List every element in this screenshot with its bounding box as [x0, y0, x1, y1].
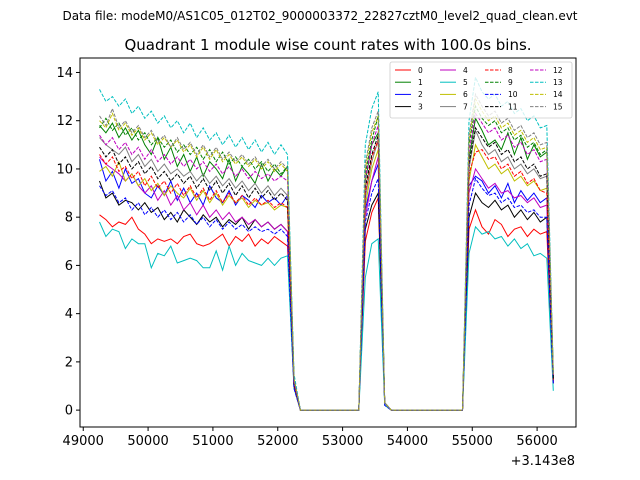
legend-label: 8: [508, 66, 513, 75]
x-offset-label: +3.143e8: [511, 454, 575, 469]
x-tick-label: 56000: [516, 434, 557, 449]
legend-box: [389, 61, 573, 119]
series-line-1: [99, 116, 554, 411]
legend-label: 4: [463, 66, 468, 75]
y-tick-label: 8: [65, 211, 73, 226]
x-tick-label: 49000: [63, 434, 104, 449]
legend-label: 15: [553, 102, 563, 111]
series-line-9: [99, 104, 554, 411]
legend-label: 6: [463, 90, 468, 99]
series-line-7: [99, 128, 554, 411]
x-tick-label: 54000: [387, 434, 428, 449]
y-tick-label: 0: [65, 404, 73, 419]
legend-label: 0: [418, 66, 423, 75]
legend-label: 5: [463, 78, 468, 87]
y-tick-label: 10: [56, 162, 73, 177]
x-tick-label: 55000: [452, 434, 493, 449]
suptitle: Data file: modeM0/AS1C05_012T02_90000033…: [62, 9, 577, 23]
series-line-0: [99, 197, 554, 411]
series-line-14: [99, 97, 554, 411]
legend-label: 10: [508, 90, 518, 99]
y-tick-label: 12: [56, 114, 73, 129]
legend-label: 7: [463, 102, 468, 111]
series-line-4: [99, 156, 554, 411]
legend-label: 3: [418, 102, 423, 111]
series-line-6: [99, 143, 554, 411]
legend-label: 1: [418, 78, 423, 87]
y-axis: 0 2 4 6 8 10 12 14: [56, 66, 80, 419]
series-line-12: [99, 112, 554, 411]
legend-label: 14: [553, 90, 563, 99]
plot-series: [99, 75, 554, 411]
legend-label: 9: [508, 78, 513, 87]
legend-label: 13: [553, 78, 563, 87]
x-tick-label: 52000: [257, 434, 298, 449]
x-tick-label: 51000: [192, 434, 233, 449]
y-tick-label: 6: [65, 259, 73, 274]
series-line-8: [99, 139, 554, 411]
x-tick-label: 50000: [127, 434, 168, 449]
series-line-5: [99, 221, 554, 411]
y-tick-label: 14: [56, 66, 73, 81]
y-tick-label: 4: [65, 307, 73, 322]
legend-label: 2: [418, 90, 423, 99]
legend-label: 11: [508, 102, 518, 111]
legend-label: 12: [553, 66, 563, 75]
x-axis: 49000 50000 51000 52000 53000 54000 55000 56000: [63, 427, 558, 449]
plot-frame: [79, 57, 577, 428]
series-line-10: [99, 177, 554, 411]
x-tick-label: 53000: [322, 434, 363, 449]
y-tick-label: 2: [65, 355, 73, 370]
series-line-11: [99, 126, 554, 411]
chart-title: Quadrant 1 module wise count rates with …: [124, 36, 531, 54]
